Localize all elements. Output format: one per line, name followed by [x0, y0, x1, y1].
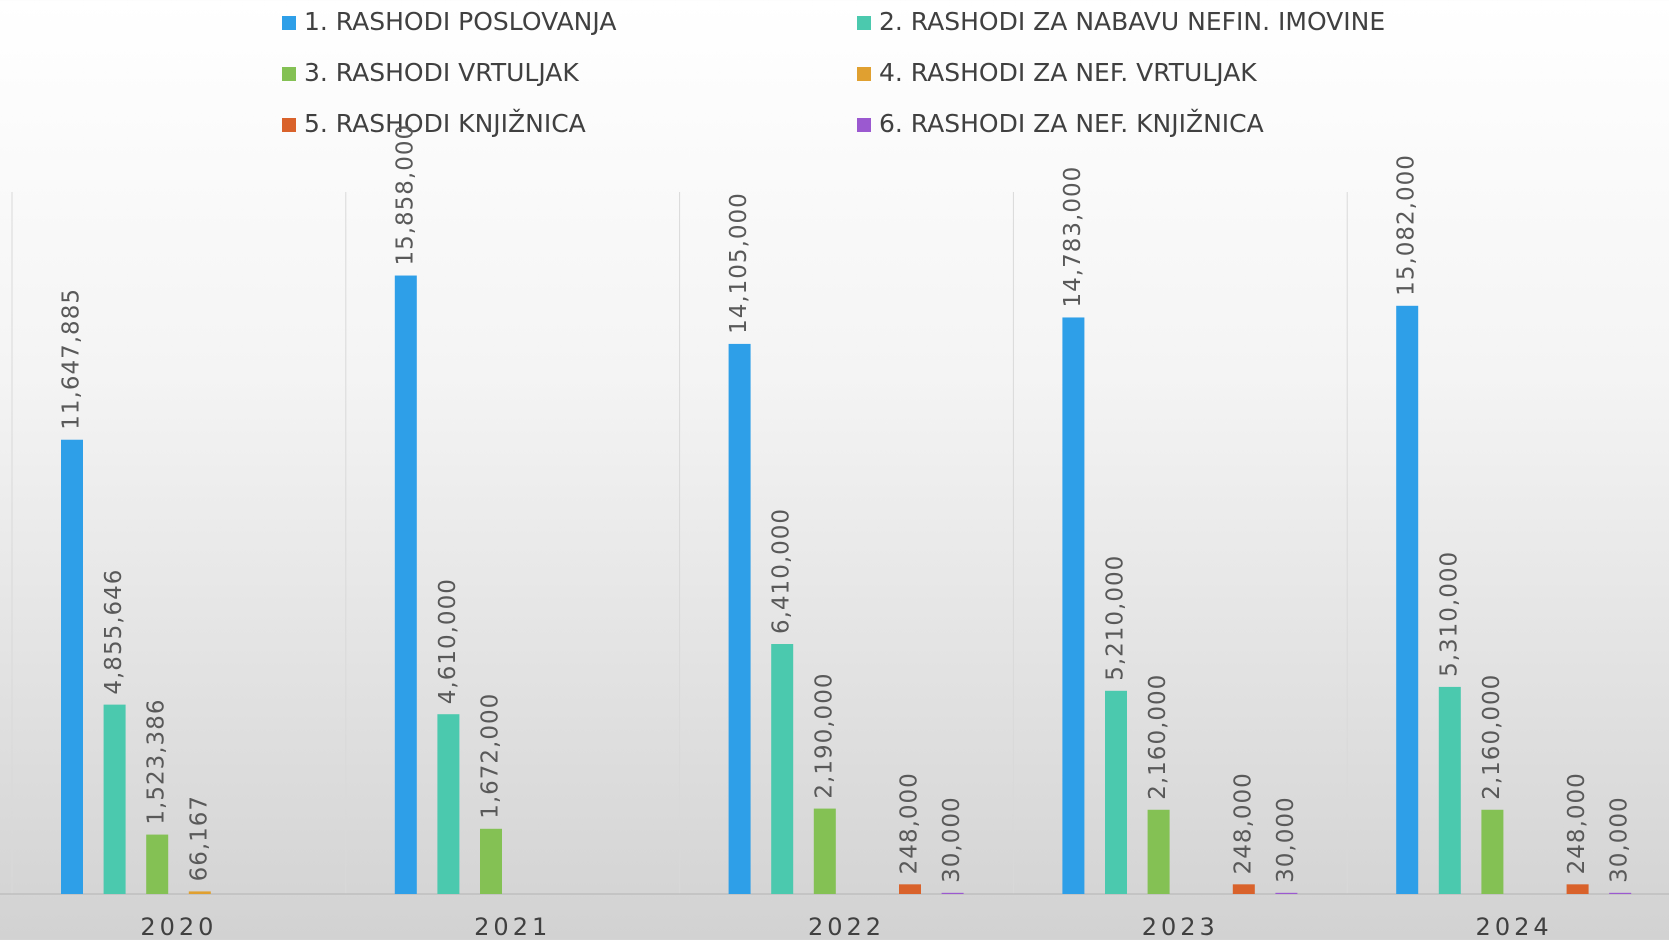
x-tick-label: 2024 [1476, 913, 1553, 940]
legend-label: 2. RASHODI ZA NABAVU NEFIN. IMOVINE [879, 7, 1385, 36]
bar [1481, 809, 1504, 894]
legend-label: 6. RASHODI ZA NEF. KNJIŽNICA [879, 109, 1264, 138]
x-tick-label: 2021 [474, 913, 551, 940]
data-label: 14,783,000 [1060, 166, 1086, 308]
bar [1609, 892, 1632, 894]
bar [1232, 884, 1255, 894]
bar [1062, 317, 1085, 894]
legend-label: 1. RASHODI POSLOVANJA [304, 7, 616, 36]
data-label: 248,000 [1230, 772, 1256, 874]
data-label: 4,610,000 [435, 578, 461, 704]
data-label: 11,647,885 [59, 288, 85, 430]
bar [1147, 809, 1170, 894]
legend-swatch [857, 16, 871, 30]
data-label: 30,000 [1607, 796, 1633, 882]
data-label: 6,410,000 [769, 508, 795, 634]
bar [437, 714, 460, 894]
bar [771, 644, 794, 894]
bar [480, 828, 502, 894]
legend-label: 4. RASHODI ZA NEF. VRTULJAK [879, 58, 1257, 87]
bar [1438, 686, 1461, 894]
data-label: 1,523,386 [144, 699, 170, 825]
bar [1105, 690, 1127, 894]
x-tick-label: 2020 [140, 913, 217, 940]
data-label: 30,000 [939, 796, 965, 882]
data-label: 2,160,000 [1479, 674, 1505, 800]
legend-label: 3. RASHODI VRTULJAK [304, 58, 579, 87]
data-label: 248,000 [897, 772, 923, 874]
bar [1396, 305, 1419, 894]
data-label: 2,160,000 [1145, 674, 1171, 800]
legend-swatch [282, 118, 296, 132]
data-label: 15,858,000 [392, 124, 418, 266]
bar [188, 891, 211, 894]
data-label: 248,000 [1564, 772, 1590, 874]
bar [899, 884, 921, 894]
data-label: 14,105,000 [726, 192, 752, 334]
bar [394, 275, 417, 895]
data-label: 66,167 [186, 795, 212, 881]
bar [728, 343, 751, 894]
bar [1566, 884, 1589, 894]
data-label: 5,210,000 [1103, 555, 1129, 681]
data-label: 30,000 [1273, 796, 1299, 882]
legend-swatch [282, 67, 296, 81]
bar [1275, 892, 1298, 894]
legend-swatch [857, 67, 871, 81]
data-label: 2,190,000 [811, 673, 837, 799]
legend-swatch [857, 118, 871, 132]
bar [103, 704, 126, 894]
data-label: 1,672,000 [478, 693, 504, 819]
bar [813, 808, 836, 894]
legend-swatch [282, 16, 296, 30]
data-label: 5,310,000 [1436, 551, 1462, 677]
data-label: 15,082,000 [1394, 154, 1420, 296]
bar [941, 892, 964, 894]
data-label: 4,855,646 [101, 569, 127, 695]
x-tick-label: 2022 [808, 913, 885, 940]
bar [61, 439, 83, 894]
x-tick-label: 2023 [1142, 913, 1219, 940]
legend-label: 5. RASHODI KNJIŽNICA [304, 109, 586, 138]
bar [146, 834, 169, 894]
